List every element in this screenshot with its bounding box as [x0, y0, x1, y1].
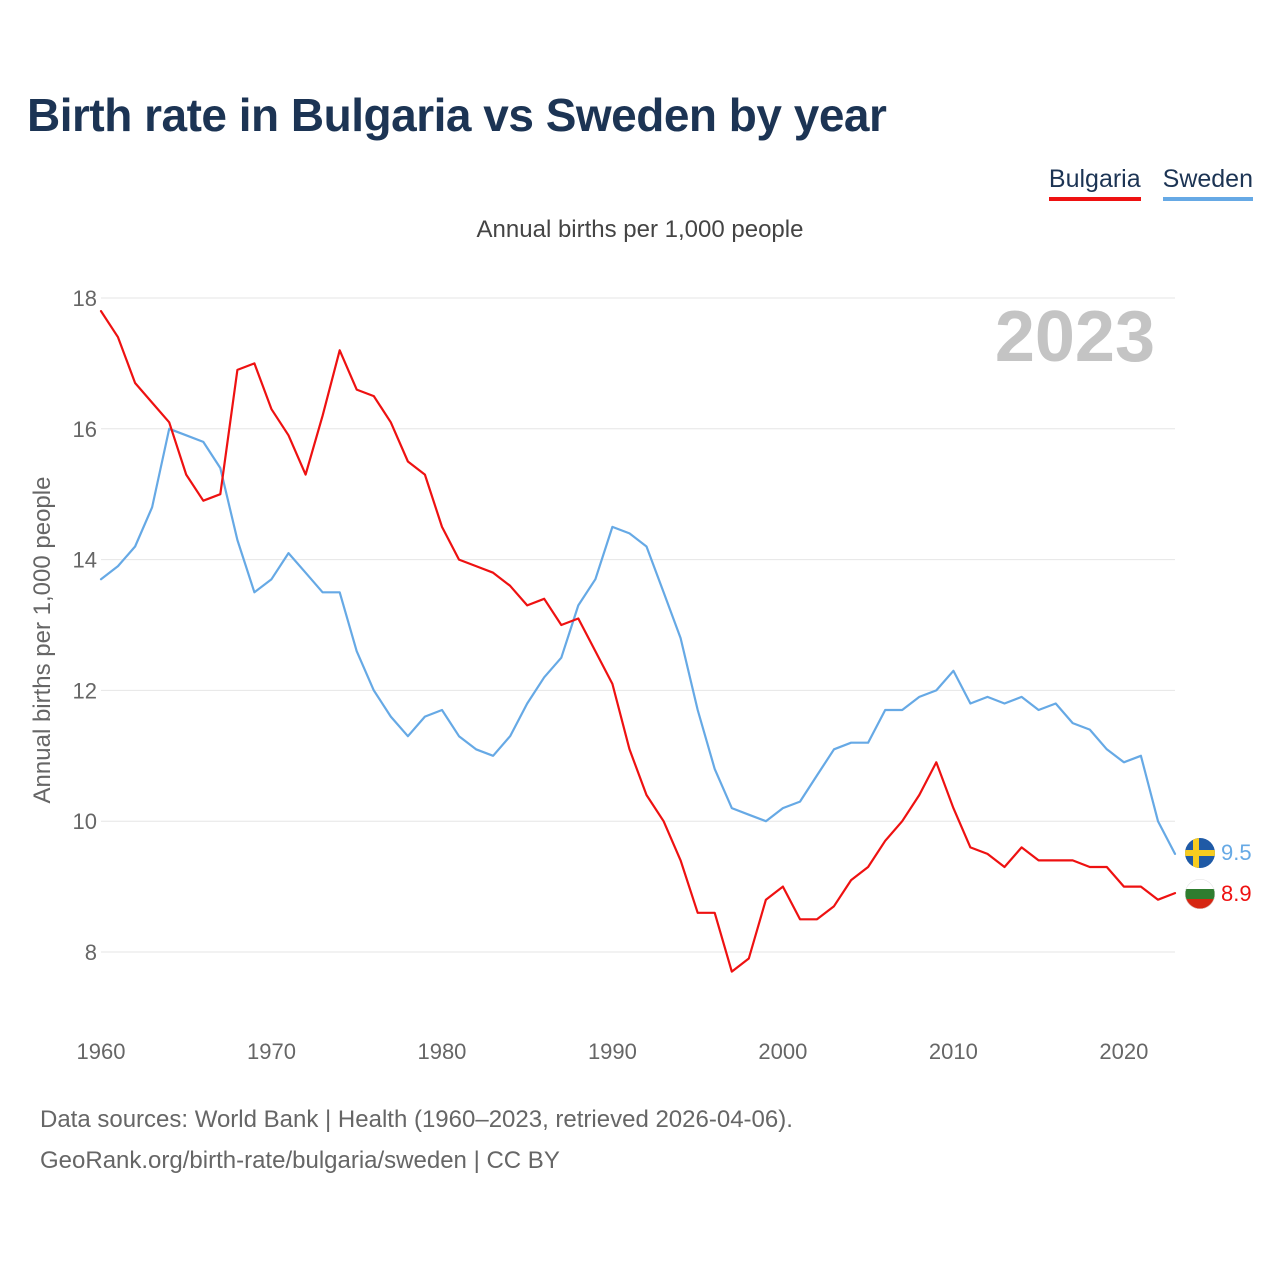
gridlines: [101, 297, 1175, 953]
chart-subtitle: Annual births per 1,000 people: [476, 216, 804, 243]
y-tick-label: 16: [73, 417, 97, 442]
sweden-end-label: 9.5: [1221, 840, 1252, 865]
x-tick-label: 1960: [77, 1039, 126, 1064]
x-tick-label: 2000: [758, 1039, 807, 1064]
y-axis-ticks: 8 10 12 14 16 18: [73, 286, 97, 965]
series-lines: [99, 310, 1177, 973]
bulgaria-flag-icon: [1185, 879, 1215, 909]
legend-item-bulgaria[interactable]: Bulgaria: [1048, 165, 1141, 201]
x-tick-label: 1990: [588, 1039, 637, 1064]
x-axis-ticks: 1960 1970 1980 1990 2000 2010 2020: [77, 1039, 1149, 1064]
y-tick-label: 10: [73, 809, 97, 834]
year-watermark: 2023: [995, 297, 1155, 377]
y-tick-label: 8: [85, 940, 97, 965]
series-line-bulgaria: [99, 310, 1177, 973]
source-note: Data sources: World Bank | Health (1960–…: [40, 1106, 793, 1133]
x-tick-label: 1970: [247, 1039, 296, 1064]
x-tick-label: 1980: [417, 1039, 466, 1064]
legend-item-sweden[interactable]: Sweden: [1162, 165, 1253, 201]
y-tick-label: 12: [73, 678, 97, 703]
y-axis-label: Annual births per 1,000 people: [29, 477, 56, 804]
sweden-flag-icon: [1185, 838, 1215, 868]
series-line-sweden: [99, 427, 1177, 856]
x-tick-label: 2010: [929, 1039, 978, 1064]
y-tick-label: 18: [73, 286, 97, 311]
source-link[interactable]: GeoRank.org/birth-rate/bulgaria/sweden |…: [40, 1147, 560, 1174]
x-tick-label: 2020: [1099, 1039, 1148, 1064]
bulgaria-end-label: 8.9: [1221, 881, 1252, 906]
legend: Bulgaria Sweden: [1048, 165, 1253, 201]
chart-title: Birth rate in Bulgaria vs Sweden by year: [27, 89, 887, 141]
y-tick-label: 14: [73, 548, 97, 573]
